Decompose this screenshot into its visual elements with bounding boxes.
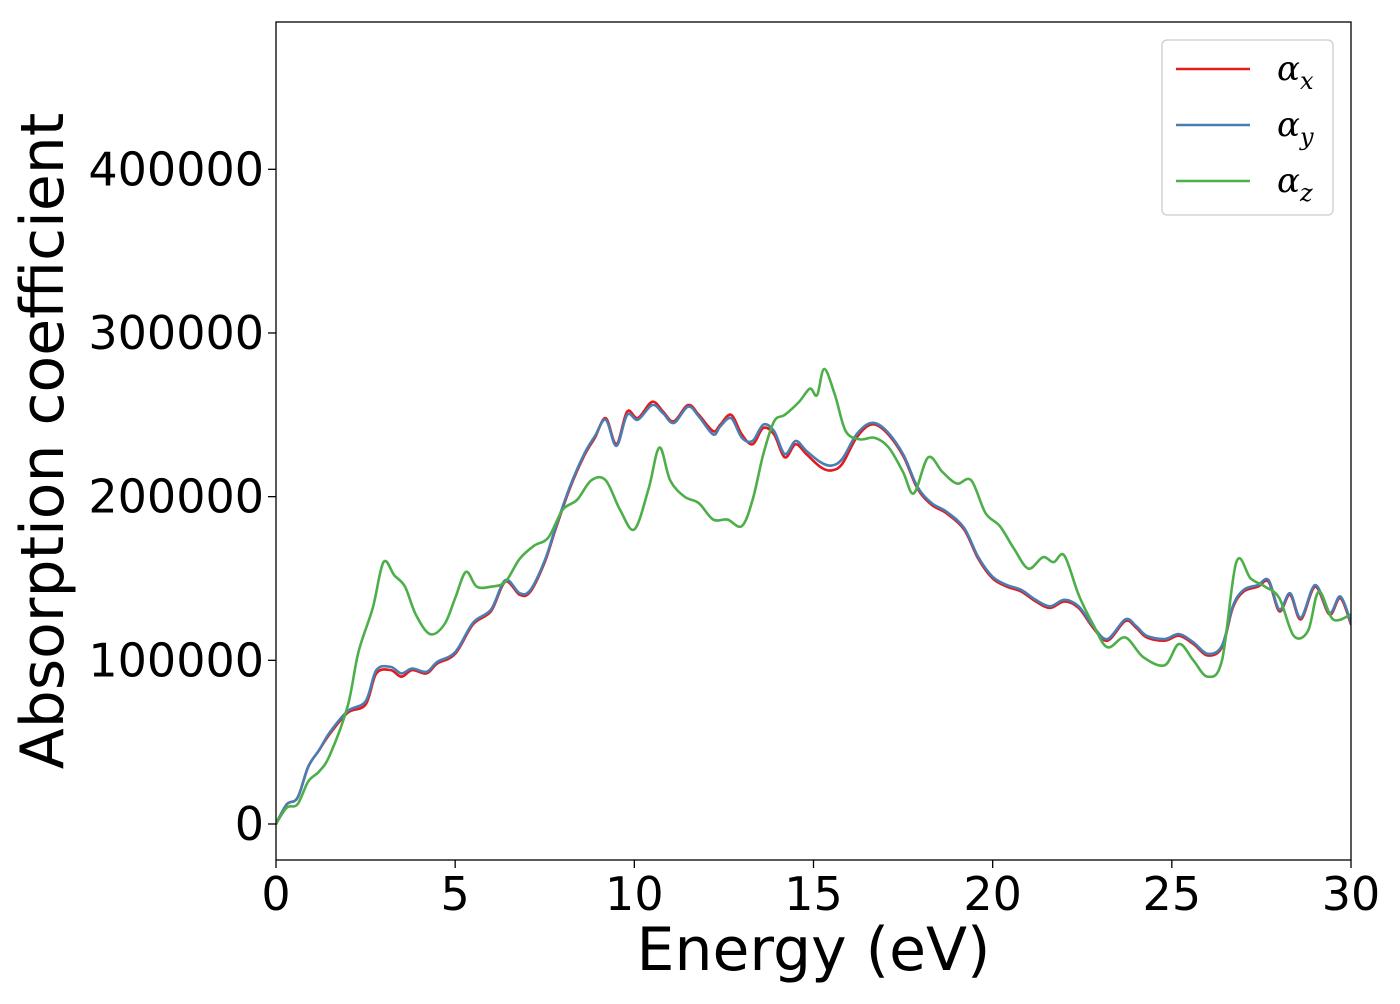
- x-tick-label: 5: [441, 867, 470, 921]
- x-tick-label: 15: [784, 867, 843, 921]
- series-layer: [276, 367, 1351, 826]
- x-tick-label: 20: [963, 867, 1022, 921]
- series-line-y: [276, 403, 1351, 826]
- x-tick-label: 25: [1143, 867, 1202, 921]
- x-axis-label: Energy (eV): [637, 915, 991, 985]
- legend-label-y: αy: [1277, 105, 1314, 151]
- series-line-x: [276, 400, 1351, 826]
- x-tick-label: 10: [605, 867, 664, 921]
- x-tick-label: 0: [261, 867, 290, 921]
- legend: αx αy αz: [1161, 39, 1334, 216]
- x-tick-label: 30: [1322, 867, 1381, 921]
- y-tick-label: 300000: [88, 306, 264, 360]
- series-line-z: [276, 367, 1351, 826]
- y-tick-label: 100000: [88, 633, 264, 687]
- y-tick-label: 200000: [88, 470, 264, 524]
- legend-label-z: αz: [1277, 161, 1313, 207]
- y-tick-label: 0: [235, 797, 264, 851]
- y-axis-ticks: 0 100000 200000 300000 400000: [88, 142, 276, 851]
- y-tick-label: 400000: [88, 142, 264, 196]
- legend-frame: [1161, 39, 1334, 216]
- legend-label-x: αx: [1277, 49, 1314, 95]
- y-axis-label: Absorption coefficient: [8, 113, 78, 770]
- x-axis-ticks: 0 5 10 15 20 25 30: [261, 860, 1380, 921]
